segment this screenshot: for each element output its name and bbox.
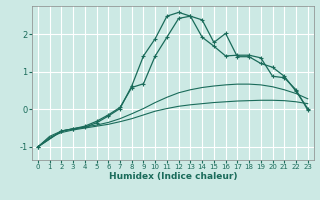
X-axis label: Humidex (Indice chaleur): Humidex (Indice chaleur)	[108, 172, 237, 181]
